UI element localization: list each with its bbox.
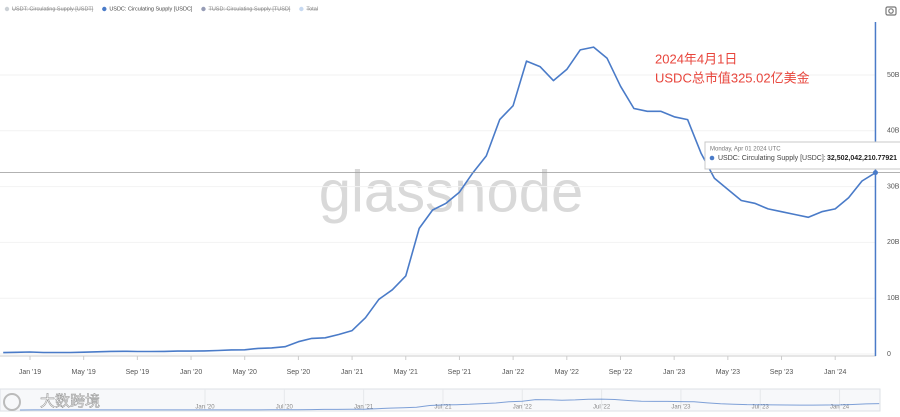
legend-item[interactable]: Total bbox=[299, 6, 318, 12]
x-tick-label: Sep '22 bbox=[609, 369, 633, 376]
y-tick-label: 20B bbox=[887, 239, 900, 246]
x-tick-label: Sep '19 bbox=[126, 369, 150, 376]
camera-icon[interactable] bbox=[885, 6, 897, 16]
annotation: USDC总市值325.02亿美金 bbox=[655, 70, 810, 85]
tooltip-value: 32,502,042,210.77921 bbox=[827, 155, 897, 162]
x-tick-label: May '21 bbox=[394, 369, 418, 376]
legend-swatch bbox=[4, 6, 10, 12]
navigator-tick-label: Jul '20 bbox=[276, 405, 294, 411]
x-tick-label: May '23 bbox=[716, 369, 740, 376]
x-tick-label: Jan '22 bbox=[502, 369, 524, 376]
x-tick-label: Jan '23 bbox=[663, 369, 685, 376]
annotation: 2024年4月1日 bbox=[655, 51, 737, 66]
tooltip-box bbox=[704, 141, 900, 170]
hover-point bbox=[872, 170, 878, 176]
legend-label: USDT: Circulating Supply [USDT] bbox=[12, 6, 94, 12]
legend-item[interactable]: USDC: Circulating Supply [USDC] bbox=[102, 6, 193, 12]
x-tick-label: Jan '21 bbox=[341, 369, 363, 376]
navigator-tick-label: Jul '23 bbox=[752, 405, 770, 411]
navigator-tick-label: Jul '21 bbox=[434, 405, 452, 411]
y-tick-label: 30B bbox=[887, 183, 900, 190]
series-line bbox=[3, 46, 876, 354]
y-tick-label: 40B bbox=[887, 128, 900, 135]
legend-label: TUSD: Circulating Supply [TUSD] bbox=[208, 6, 290, 12]
x-tick-label: Sep '23 bbox=[770, 369, 794, 376]
legend-swatch bbox=[299, 6, 304, 12]
legend-item[interactable]: USDT: Circulating Supply [USDT] bbox=[4, 6, 94, 12]
legend-swatch bbox=[201, 6, 206, 12]
y-tick-label: 50B bbox=[887, 72, 900, 79]
navigator-tick-label: Jul '22 bbox=[593, 405, 611, 411]
x-tick-label: May '19 bbox=[72, 369, 96, 376]
navigator-tick-label: Jan '22 bbox=[513, 405, 533, 411]
navigator-tick-label: Jan '24 bbox=[830, 405, 850, 411]
tooltip-date: Monday, Apr 01 2024 UTC bbox=[710, 147, 781, 153]
x-tick-label: Jan '20 bbox=[180, 369, 202, 376]
legend-item[interactable]: TUSD: Circulating Supply [TUSD] bbox=[201, 6, 291, 12]
legend-label: USDC: Circulating Supply [USDC] bbox=[109, 6, 193, 12]
tooltip-label: USDC: Circulating Supply [USDC]: bbox=[718, 155, 826, 162]
legend-swatch bbox=[102, 6, 107, 12]
y-tick-label: 10B bbox=[887, 295, 900, 302]
logo: 大数跨境 bbox=[3, 392, 100, 411]
watermark: glassnode bbox=[319, 159, 583, 224]
x-tick-label: Jan '24 bbox=[824, 369, 846, 376]
x-tick-label: May '20 bbox=[233, 369, 257, 376]
x-tick-label: May '22 bbox=[555, 369, 579, 376]
legend-label: Total bbox=[306, 6, 318, 12]
navigator-line bbox=[19, 398, 880, 411]
navigator[interactable] bbox=[0, 388, 881, 412]
x-tick-label: Sep '21 bbox=[448, 369, 472, 376]
x-tick-label: Jan '19 bbox=[19, 369, 41, 376]
y-tick-label: 0 bbox=[887, 351, 891, 358]
navigator-tick-label: Jan '21 bbox=[354, 405, 374, 411]
x-tick-label: Sep '20 bbox=[287, 369, 311, 376]
navigator-tick-label: Jan '23 bbox=[671, 405, 691, 411]
logo-text: 大数跨境 bbox=[40, 392, 100, 410]
navigator-tick-label: Jan '20 bbox=[195, 405, 215, 411]
tooltip-dot bbox=[709, 155, 715, 161]
